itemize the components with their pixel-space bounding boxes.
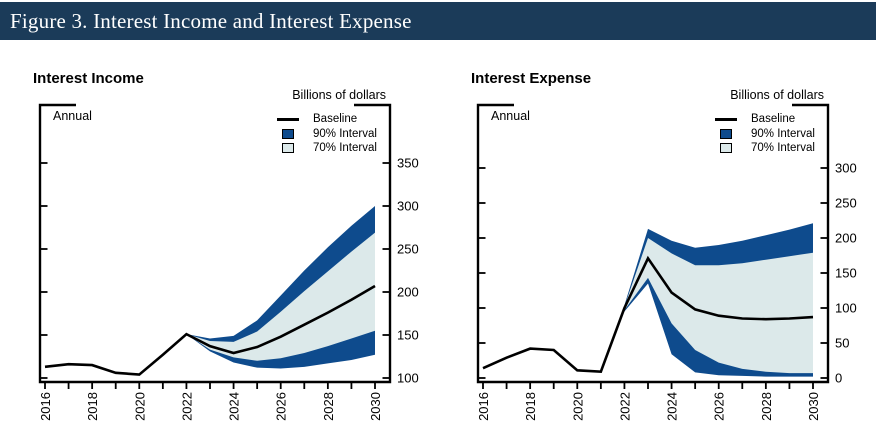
x-axis-tick-label: 2028 <box>321 392 336 421</box>
y-axis-tick-label: 350 <box>397 156 419 171</box>
x-axis-tick-label: 2030 <box>806 392 821 421</box>
x-axis-tick-label: 2022 <box>179 392 194 421</box>
interval-90-swatch-icon <box>720 128 732 139</box>
y-axis-tick-label: 100 <box>835 301 857 316</box>
legend-label-baseline: Baseline <box>751 113 796 126</box>
legend: Baseline 90% Interval 70% Interval <box>272 112 377 156</box>
y-axis-tick-label: 50 <box>835 336 849 351</box>
y-axis-tick-label: 200 <box>835 231 857 246</box>
legend-row-70-interval: 70% Interval <box>710 141 815 156</box>
fan-band-70-interval <box>624 238 813 374</box>
y-axis-tick-label: 300 <box>835 161 857 176</box>
fan-band-70-interval <box>186 232 375 361</box>
interval-90-swatch-icon <box>282 128 294 139</box>
legend-row-baseline: Baseline <box>272 112 377 127</box>
frequency-label: Annual <box>491 109 530 123</box>
x-axis-tick-label: 2026 <box>712 392 727 421</box>
x-axis-tick-label: 2030 <box>368 392 383 421</box>
y-axis-tick-label: 100 <box>397 371 419 386</box>
y-axis-tick-label: 0 <box>835 371 842 386</box>
legend: Baseline 90% Interval 70% Interval <box>710 112 815 156</box>
legend-row-70-interval: 70% Interval <box>272 141 377 156</box>
interest-expense-panel: Interest Expense Billions of dollars Ann… <box>458 62 870 437</box>
y-axis-tick-label: 150 <box>835 266 857 281</box>
x-axis-tick-label: 2020 <box>132 392 147 421</box>
y-axis-tick-label: 200 <box>397 285 419 300</box>
plot-frame <box>38 103 392 384</box>
frequency-label: Annual <box>53 109 92 123</box>
interval-70-swatch-icon <box>282 143 294 154</box>
x-axis-tick-label: 2028 <box>759 392 774 421</box>
legend-label-70-interval: 70% Interval <box>751 142 815 155</box>
interest-expense-fan-chart: 0 50 100 150 200 250 300 2016 2018 2020 2022 2024 20… <box>476 103 857 421</box>
x-axis-tick-label: 2024 <box>665 392 680 421</box>
x-axis-tick-label: 2022 <box>617 392 632 421</box>
baseline-line <box>482 255 814 374</box>
y-axis-units-label: Billions of dollars <box>730 88 824 102</box>
y-axis-tick-label: 300 <box>397 199 419 214</box>
figure-title: Figure 3. Interest Income and Interest E… <box>10 8 412 33</box>
figure-title-banner: Figure 3. Interest Income and Interest E… <box>0 2 876 40</box>
x-axis-tick-label: 2026 <box>274 392 289 421</box>
y-axis-tick-label: 250 <box>397 242 419 257</box>
legend-label-90-interval: 90% Interval <box>751 127 815 140</box>
x-axis-tick-label: 2020 <box>570 392 585 421</box>
chart-title: Interest Expense <box>471 70 592 87</box>
x-axis-tick-label: 2018 <box>85 392 100 421</box>
x-axis-tick-label: 2024 <box>227 392 242 421</box>
charts-area: Interest Income Billions of dollars Annu… <box>0 62 876 439</box>
interest-income-fan-chart: 100 150 200 250 300 350 2016 2018 2020 2022 2024 20… <box>38 103 419 421</box>
legend-label-baseline: Baseline <box>313 113 358 126</box>
x-axis-tick-label: 2016 <box>476 392 491 421</box>
legend-row-90-interval: 90% Interval <box>272 127 377 142</box>
y-axis-tick-label: 150 <box>397 328 419 343</box>
legend-label-90-interval: 90% Interval <box>313 127 377 140</box>
legend-row-baseline: Baseline <box>710 112 815 127</box>
interval-70-swatch-icon <box>720 143 732 154</box>
baseline-line-swatch-icon <box>715 118 737 121</box>
legend-label-70-interval: 70% Interval <box>313 142 377 155</box>
baseline-line-swatch-icon <box>277 118 299 121</box>
plot-frame <box>476 103 830 384</box>
chart-title: Interest Income <box>33 70 144 87</box>
interest-income-panel: Interest Income Billions of dollars Annu… <box>20 62 432 437</box>
y-axis-units-label: Billions of dollars <box>292 88 386 102</box>
x-axis-tick-label: 2016 <box>38 392 53 421</box>
y-axis-tick-label: 250 <box>835 196 857 211</box>
baseline-line <box>44 284 376 376</box>
x-axis-tick-label: 2018 <box>523 392 538 421</box>
legend-row-90-interval: 90% Interval <box>710 127 815 142</box>
